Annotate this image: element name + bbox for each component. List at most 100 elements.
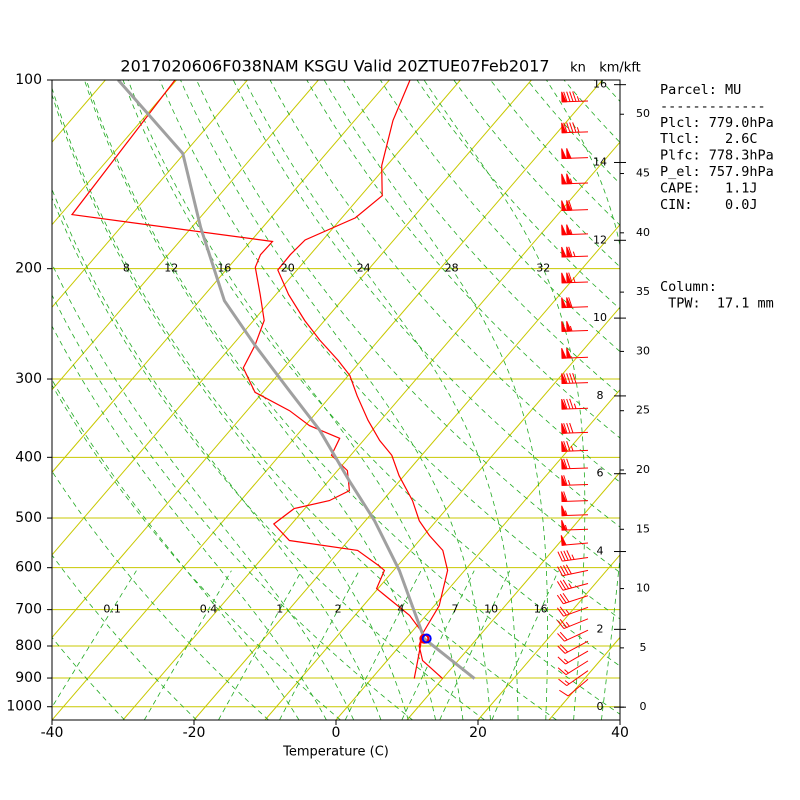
barb-full (569, 422, 574, 434)
y-tick-label: 700 (15, 602, 42, 618)
barb-flag (561, 272, 567, 284)
barb-full (557, 645, 566, 654)
barb-flag (561, 491, 567, 503)
kft-tick-label: 10 (636, 582, 650, 595)
barb-shaft (562, 569, 589, 577)
barb-full (563, 550, 569, 561)
moist-adiabat-label: 24 (357, 262, 371, 275)
wind-barb (561, 224, 589, 236)
barb-flag (561, 246, 567, 258)
mixing-ratio-line (52, 570, 137, 708)
barb-flag (561, 200, 567, 212)
moist-adiabat (52, 262, 355, 720)
barb-half (569, 229, 573, 235)
reference-lines (52, 80, 620, 720)
barb-full (566, 91, 571, 102)
kft-tick-label: 15 (636, 522, 650, 535)
moist-adiabat-label: 20 (281, 262, 295, 275)
barb-half (565, 621, 570, 627)
x-tick-label: 40 (611, 725, 629, 741)
wind-barb (561, 422, 589, 434)
barb-half (570, 445, 574, 452)
moist-adiabat (323, 80, 548, 720)
barb-half (576, 96, 580, 102)
barb-half (572, 277, 576, 283)
kft-tick-label: 5 (640, 641, 647, 654)
barb-full (568, 272, 573, 283)
height-unit-label: km/kft (599, 61, 641, 76)
wind-barb (557, 640, 589, 654)
parcel-info-line: Parcel: MU (660, 82, 741, 98)
km-tick-label: 6 (597, 467, 604, 480)
barb-half (564, 524, 568, 531)
profiles (70, 80, 476, 680)
wind-barb (561, 441, 589, 452)
wind-barb (561, 458, 589, 470)
isotherm (52, 80, 461, 556)
wind-barb (557, 550, 589, 562)
barb-full (568, 297, 573, 308)
wind-barb (558, 670, 589, 687)
moist-adiabat-label: 32 (536, 262, 550, 275)
barb-half (569, 178, 573, 184)
y-tick-label: 1000 (6, 699, 42, 715)
wind-barb (561, 491, 589, 503)
barb-full (572, 91, 577, 102)
barb-full (566, 441, 571, 452)
dry-adiabat (52, 86, 557, 720)
barb-flag (566, 347, 572, 359)
profile-line (277, 80, 449, 680)
wind-barb (561, 398, 589, 410)
barb-half (569, 325, 573, 332)
barb-full (563, 91, 568, 102)
moist-adiabat-label: 28 (445, 262, 459, 275)
barb-full (557, 667, 567, 676)
barb-full (572, 372, 577, 384)
wind-barb (561, 272, 589, 284)
barb-flag (561, 321, 567, 332)
barb-full (563, 458, 568, 469)
barb-half (571, 554, 575, 560)
kft-tick-label: 25 (636, 404, 650, 417)
barb-half (564, 680, 570, 685)
isotherm (264, 306, 620, 720)
barb-full (563, 475, 568, 486)
wind-barb (561, 475, 589, 486)
annotations: 25026027028029030081216202428320.10.4124… (103, 91, 589, 697)
kft-tick-label: 35 (636, 285, 650, 298)
barb-shaft (565, 650, 589, 665)
barb-full (559, 631, 568, 641)
barb-flag (566, 321, 572, 332)
km-tick-label: 10 (593, 311, 607, 324)
barb-full (557, 566, 564, 577)
x-axis-label: Temperature (C) (282, 745, 389, 760)
wind-barb (559, 678, 589, 697)
x-tick-label: -40 (41, 725, 64, 741)
mixing-ratio-label: 2 (335, 603, 342, 616)
parcel-info-line: CAPE: 1.1J (660, 180, 758, 196)
kft-tick-label: 30 (636, 344, 650, 357)
x-tick-label: 0 (332, 725, 341, 741)
barb-full (566, 122, 571, 133)
dry-adiabat (453, 80, 620, 268)
wind-unit-label: kn (570, 61, 586, 76)
y-tick-label: 200 (15, 261, 42, 277)
barb-full (557, 656, 566, 665)
barb-full (559, 580, 567, 590)
moist-adiabat (180, 80, 491, 720)
wind-barb (556, 618, 589, 630)
profile-line (70, 80, 424, 679)
mixing-ratio-line (401, 570, 475, 720)
mixing-ratio-label: 7 (451, 603, 458, 616)
barb-flag (566, 297, 572, 308)
isotherm (52, 80, 248, 308)
wind-barb (561, 297, 589, 309)
lfc-marker (421, 633, 432, 644)
barb-half (568, 583, 573, 589)
barb-full (560, 565, 566, 576)
isotherm (52, 80, 532, 639)
parcel-info-line: Plcl: 779.0hPa (660, 115, 774, 131)
barb-full (566, 422, 571, 434)
km-tick-label: 12 (593, 233, 607, 246)
